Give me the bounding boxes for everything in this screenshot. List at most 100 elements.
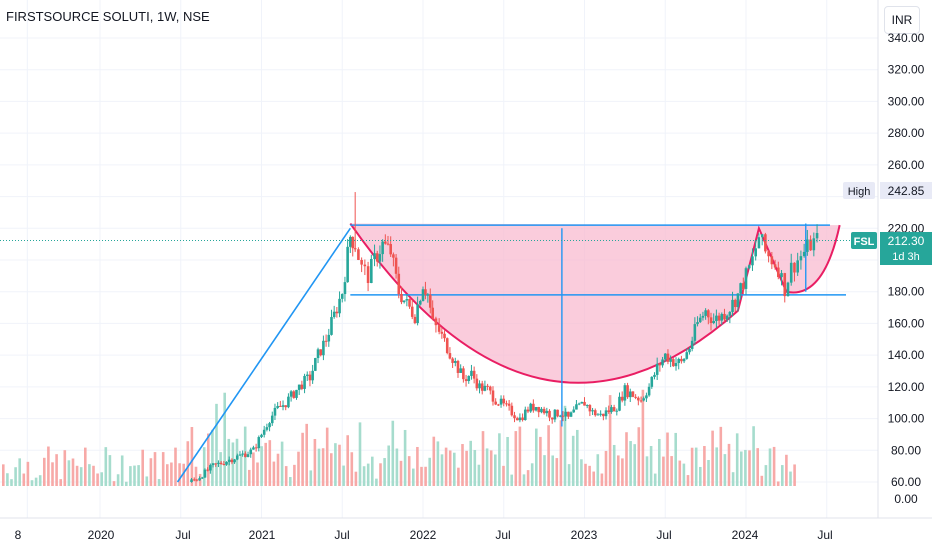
price-tick-label: 80.00: [891, 443, 921, 457]
symbol-title[interactable]: FIRSTSOURCE SOLUTI, 1W, NSE: [6, 9, 210, 24]
volume-bar: [444, 447, 448, 486]
candle-body: [488, 386, 492, 391]
volume-bar: [190, 427, 194, 486]
volume-bar: [116, 474, 120, 486]
candle-body: [561, 415, 565, 417]
candle-body: [642, 398, 646, 401]
volume-bar: [735, 433, 739, 486]
candle-body: [723, 313, 726, 320]
candle-body: [564, 411, 567, 417]
candle-body: [770, 256, 774, 265]
candle-body: [669, 359, 672, 362]
candle-body: [445, 338, 449, 354]
candle-body: [394, 257, 398, 274]
candle-body: [620, 396, 624, 401]
candle-body: [279, 405, 282, 407]
candle-body: [203, 469, 207, 478]
volume-bar: [55, 454, 58, 486]
volume-bar: [161, 452, 165, 486]
volume-bar: [14, 467, 17, 486]
candle-body: [623, 385, 627, 401]
candle-body: [764, 234, 767, 252]
price-axis[interactable]: 340.00 320.00 300.00 280.00 260.00 220.00 180.…: [888, 31, 925, 506]
candle-body: [227, 459, 231, 462]
time-tick-label: 2020: [88, 528, 115, 542]
candle-body: [330, 317, 333, 335]
trend-line[interactable]: [176, 227, 351, 483]
volume-bar: [731, 472, 735, 486]
candle-body: [200, 477, 204, 479]
volume-bar: [776, 481, 780, 486]
candle-body: [265, 427, 269, 430]
candle-body: [332, 311, 336, 318]
volume-bar: [92, 465, 95, 486]
volume-bar: [182, 463, 185, 486]
volume-bar: [633, 444, 636, 486]
candle-body: [410, 306, 414, 317]
volume-bar: [395, 448, 399, 486]
candle-body: [486, 385, 489, 387]
volume-bar: [703, 446, 706, 486]
volume-bar: [719, 426, 723, 486]
volume-bar: [104, 447, 108, 486]
volume-bar: [297, 451, 300, 486]
volume-bar: [79, 467, 83, 486]
volume-bar: [399, 460, 403, 486]
volume-bar: [26, 461, 30, 486]
volume-bar: [506, 436, 509, 486]
candle-body: [472, 370, 476, 379]
high-marker: High 242.85: [843, 182, 932, 199]
volume-bar: [711, 430, 714, 486]
volume-bar: [690, 447, 694, 486]
candle-body: [556, 409, 559, 417]
candle-body: [462, 368, 465, 380]
volume-bar: [260, 446, 263, 486]
volume-bar: [137, 465, 140, 486]
candle-body: [812, 238, 816, 251]
volume-bar: [748, 450, 751, 486]
candle-body: [666, 353, 670, 362]
candle-body: [647, 386, 651, 396]
candle-body: [206, 469, 209, 471]
time-axis[interactable]: 8 2020 Jul 2021 Jul 2022 Jul 2023 Jul 2024 Jul: [15, 528, 833, 542]
candle-body: [634, 396, 637, 398]
volume-bar: [617, 455, 620, 486]
volume-bar: [653, 473, 657, 486]
volume-bar: [18, 458, 21, 486]
candle-body: [413, 316, 417, 324]
candle-body: [588, 405, 592, 412]
candle-body: [494, 401, 497, 405]
candle-body: [456, 360, 460, 373]
volume-bar: [350, 452, 354, 486]
volume-bar: [88, 464, 91, 486]
candle-body: [437, 325, 441, 332]
volume-bar: [412, 468, 415, 486]
volume-bars: [2, 389, 796, 486]
volume-bar: [612, 444, 616, 486]
time-tick-label: Jul: [817, 528, 832, 542]
candle-body: [650, 376, 654, 387]
candle-body: [217, 462, 220, 464]
candle-body: [739, 283, 742, 294]
candle-body: [704, 310, 707, 316]
high-label: High: [848, 186, 871, 198]
candle-body: [300, 384, 304, 389]
price-tick-label: 180.00: [888, 285, 925, 299]
candle-body: [658, 363, 662, 366]
candle-body: [742, 283, 745, 289]
volume-bar: [133, 465, 136, 486]
candle-body: [499, 398, 503, 405]
candle-body: [392, 254, 395, 258]
candle-body: [639, 400, 643, 402]
volume-bar: [100, 472, 103, 486]
volume-bar: [555, 458, 559, 486]
candle-body: [744, 268, 748, 289]
candle-body: [672, 359, 675, 367]
volume-bar: [567, 464, 571, 486]
currency-button[interactable]: INR: [884, 6, 920, 34]
volume-bar: [416, 446, 419, 486]
time-tick-label: 8: [15, 528, 22, 542]
time-tick-label: Jul: [656, 528, 671, 542]
volume-bar: [723, 454, 727, 486]
